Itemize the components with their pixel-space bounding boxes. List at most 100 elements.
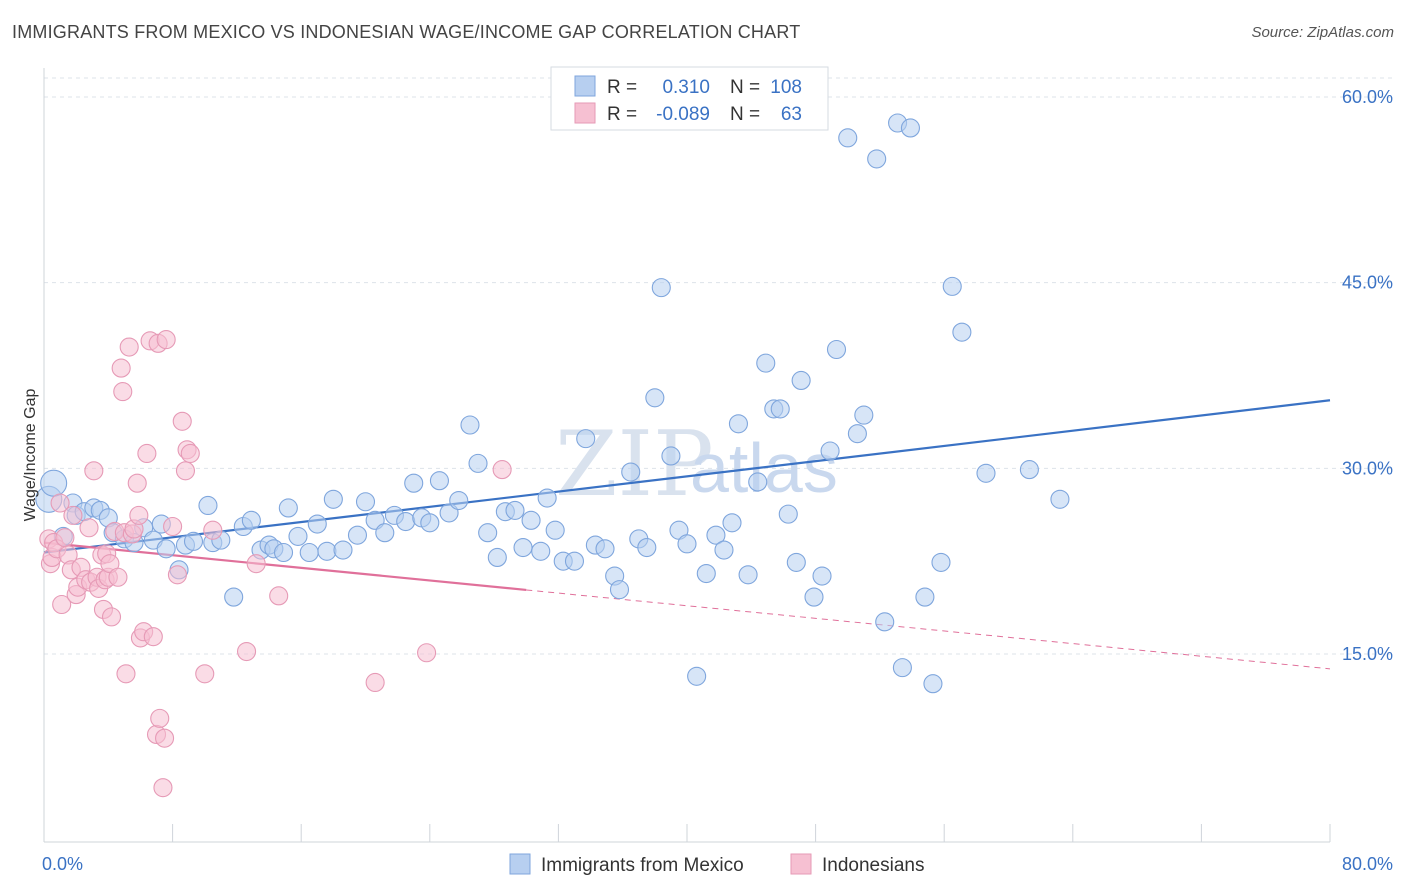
point-indonesians <box>116 664 136 684</box>
point-mexico <box>347 525 368 545</box>
point-mexico <box>826 339 847 360</box>
point-mexico <box>521 510 541 530</box>
point-mexico <box>478 523 498 543</box>
point-mexico <box>1019 460 1039 480</box>
point-mexico <box>198 495 218 516</box>
point-mexico <box>661 446 681 466</box>
point-indonesians <box>111 358 131 378</box>
legend-r-value-2: -0.089 <box>656 104 710 125</box>
axes <box>43 68 1331 843</box>
point-mexico <box>748 472 768 492</box>
point-indonesians <box>55 528 75 548</box>
point-mexico <box>595 539 615 559</box>
point-mexico <box>770 399 790 419</box>
legend-n-label-1: N = <box>730 77 760 98</box>
point-mexico <box>375 523 395 543</box>
series-label-indonesians: Indonesians <box>822 855 924 876</box>
point-mexico <box>278 498 298 518</box>
point-mexico <box>537 488 557 508</box>
y-tick-label: 60.0% <box>1342 87 1393 107</box>
point-mexico <box>637 538 657 558</box>
point-mexico <box>505 500 525 520</box>
point-mexico <box>952 322 972 342</box>
point-mexico <box>696 563 716 584</box>
point-mexico <box>867 149 887 169</box>
trend-line-indonesians <box>43 541 527 592</box>
point-mexico <box>224 587 244 607</box>
point-mexico <box>545 520 565 540</box>
point-indonesians <box>417 643 437 663</box>
point-indonesians <box>127 473 147 493</box>
grid-lines <box>44 77 1395 655</box>
legend-n-label-2: N = <box>730 104 760 125</box>
point-indonesians <box>156 330 176 350</box>
y-tick-label: 15.0% <box>1342 644 1393 664</box>
point-mexico <box>449 490 469 511</box>
point-indonesians <box>129 505 149 525</box>
y-axis-title: Wage/Income Gap <box>22 389 39 522</box>
point-mexico <box>468 453 488 473</box>
point-mexico <box>923 674 943 694</box>
legend-box <box>550 66 829 131</box>
point-mexico <box>915 587 935 607</box>
y-tick-labels: 15.0% 30.0% 45.0% 60.0% <box>1342 87 1393 664</box>
x-tick-label-start: 0.0% <box>42 854 83 874</box>
x-tick-labels: 0.0% 80.0% <box>42 854 1393 874</box>
point-mexico <box>487 547 507 568</box>
point-mexico <box>728 414 748 434</box>
point-mexico <box>241 510 261 530</box>
point-indonesians <box>172 411 192 431</box>
point-mexico <box>778 504 798 524</box>
point-mexico <box>531 541 551 561</box>
point-mexico <box>820 441 840 461</box>
series-swatch-mexico <box>509 853 531 875</box>
point-indonesians <box>108 567 128 587</box>
point-mexico <box>677 534 697 554</box>
point-indonesians <box>269 586 289 606</box>
point-indonesians <box>52 594 72 615</box>
correlation-legend: R = 0.310 N = 108 R = -0.089 N = 63 <box>550 66 829 131</box>
point-mexico <box>333 540 353 560</box>
point-mexico <box>460 415 480 435</box>
point-indonesians <box>195 664 215 684</box>
series-legend: Immigrants from Mexico Indonesians <box>509 853 924 876</box>
point-mexico <box>273 542 294 563</box>
point-mexico <box>976 463 996 483</box>
point-mexico <box>892 658 912 678</box>
point-indonesians <box>365 672 385 693</box>
data-points <box>35 113 1070 798</box>
point-mexico <box>687 666 707 686</box>
point-indonesians <box>153 778 173 798</box>
point-indonesians <box>236 641 257 662</box>
point-mexico <box>429 471 449 491</box>
point-mexico <box>706 525 726 545</box>
point-mexico <box>804 587 824 607</box>
y-tick-label: 30.0% <box>1342 458 1393 478</box>
point-mexico <box>299 542 319 563</box>
point-mexico <box>722 513 742 533</box>
point-indonesians <box>84 461 104 481</box>
point-mexico <box>355 492 376 512</box>
chart-title: IMMIGRANTS FROM MEXICO VS INDONESIAN WAG… <box>12 22 801 42</box>
point-mexico <box>714 540 734 560</box>
point-mexico <box>576 429 596 449</box>
point-mexico <box>645 388 665 408</box>
trend-line-mexico <box>43 399 1331 554</box>
point-indonesians <box>113 382 133 402</box>
point-mexico <box>854 405 874 425</box>
point-indonesians <box>203 520 223 540</box>
point-mexico <box>156 539 176 559</box>
point-mexico <box>404 473 424 493</box>
legend-swatch-blue <box>574 75 596 97</box>
point-indonesians <box>155 728 175 748</box>
series-swatch-indonesians <box>790 853 812 875</box>
point-indonesians <box>101 607 122 627</box>
legend-r-value-1: 0.310 <box>662 77 710 98</box>
point-indonesians <box>163 516 183 537</box>
point-mexico <box>942 276 962 296</box>
point-mexico <box>317 541 337 561</box>
x-tick-label-end: 80.0% <box>1342 854 1393 874</box>
point-indonesians <box>137 443 157 464</box>
point-mexico <box>564 551 585 571</box>
